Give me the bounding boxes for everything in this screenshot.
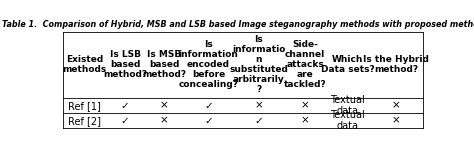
Text: Textual
data: Textual data	[330, 110, 365, 131]
Text: Is
informatio
n
substituted
arbitrarily
?: Is informatio n substituted arbitrarily …	[229, 35, 288, 95]
Text: ×: ×	[301, 116, 310, 126]
Text: Table 1.  Comparison of Hybrid, MSB and LSB based Image steganography methods wi: Table 1. Comparison of Hybrid, MSB and L…	[2, 20, 474, 29]
Text: ✓: ✓	[255, 116, 263, 126]
Text: ×: ×	[392, 101, 401, 111]
Text: Existed
methods: Existed methods	[62, 55, 106, 74]
Text: ✓: ✓	[204, 116, 213, 126]
Text: Ref [2]: Ref [2]	[68, 116, 101, 126]
Text: ✓: ✓	[121, 101, 129, 111]
Text: ✓: ✓	[204, 101, 213, 111]
Text: Side-
channel
attacks
are
tackled?: Side- channel attacks are tackled?	[284, 40, 327, 89]
Text: Which
Data sets?: Which Data sets?	[321, 55, 374, 74]
Text: Textual
data: Textual data	[330, 95, 365, 116]
Text: Is MSB
based
method?: Is MSB based method?	[142, 50, 186, 79]
Text: ×: ×	[392, 116, 401, 126]
Text: ✓: ✓	[121, 116, 129, 126]
Text: Is
information
encoded
before
concealing?: Is information encoded before concealing…	[179, 40, 238, 89]
Text: ×: ×	[255, 101, 263, 111]
Text: ×: ×	[160, 101, 168, 111]
Text: Is the Hybrid
method?: Is the Hybrid method?	[363, 55, 429, 74]
Text: Ref [1]: Ref [1]	[68, 101, 100, 111]
Text: Is LSB
based
method?: Is LSB based method?	[103, 50, 147, 79]
Text: ×: ×	[160, 116, 168, 126]
Text: ×: ×	[301, 101, 310, 111]
